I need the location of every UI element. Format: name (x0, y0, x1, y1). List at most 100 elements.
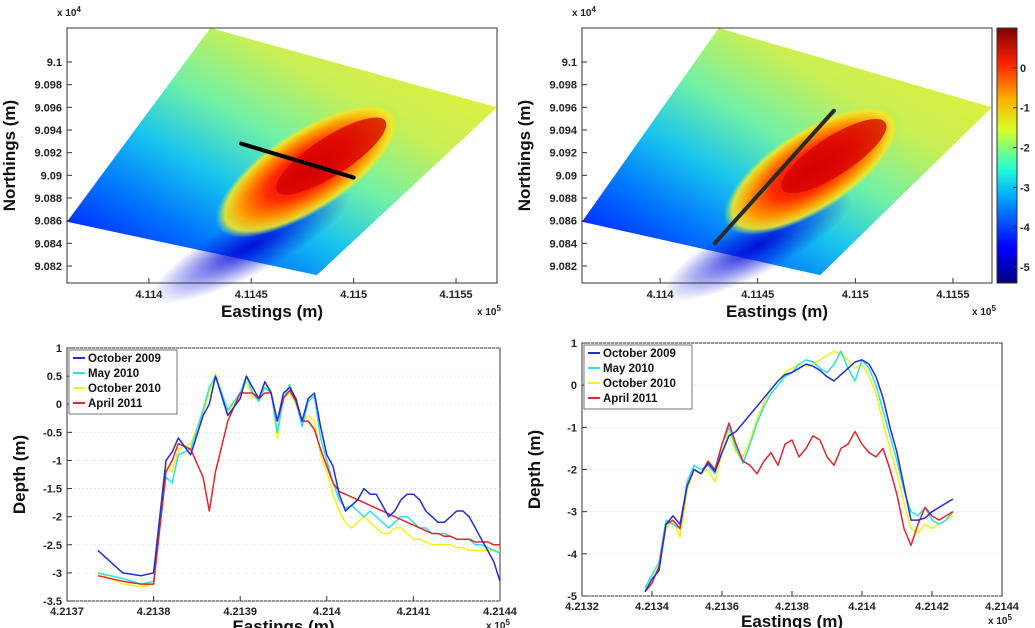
y-tick-label: 9.084 (549, 238, 577, 250)
x-axis-label: Eastings (m) (741, 612, 843, 628)
x-tick-label: 4.2144 (483, 606, 518, 618)
y-tick-label: 0 (571, 380, 577, 392)
axes-box (66, 27, 498, 284)
x-tick-label: 4.2134 (635, 601, 670, 613)
series-line-may-2010 (97, 375, 501, 585)
y-tick-label: 9.092 (34, 148, 62, 160)
legend-entry: October 2009 (603, 348, 676, 360)
x-tick-label: 4.2142 (915, 601, 949, 613)
y-tick-label: 9.088 (549, 193, 577, 205)
y-tick-label: 9.094 (34, 125, 62, 137)
x-exponent: x 105 (972, 304, 996, 318)
x-tick-label: 4.115 (842, 289, 869, 301)
y-tick-label: -3 (52, 568, 62, 580)
y-tick-label: 0.5 (47, 371, 62, 383)
y-tick-label: 9.082 (34, 261, 62, 273)
x-exponent: x 105 (486, 618, 510, 628)
series-line-april-2011 (97, 389, 500, 585)
y-tick-label: 9.086 (549, 216, 577, 228)
x-tick-label: 4.2139 (223, 606, 257, 618)
x-tick-label: 4.2144 (985, 601, 1020, 613)
x-tick-label: 4.2132 (565, 601, 599, 613)
bar-crest (781, 118, 887, 194)
x-tick-label: 4.2138 (137, 606, 171, 618)
x-tick-label: 4.115 (340, 289, 367, 301)
y-tick-label: 9.096 (549, 102, 577, 114)
y-tick-label: -1 (567, 422, 577, 434)
x-tick-label: 4.1145 (235, 289, 268, 301)
y-tick-label: -4 (567, 549, 578, 561)
y-tick-label: 1 (56, 343, 62, 355)
series-line-october-2009 (97, 375, 501, 582)
x-tick-label: 4.2141 (397, 606, 431, 618)
colorbar-tick-label: -4 (1020, 222, 1031, 234)
y-axis-label: Northings (m) (515, 100, 534, 211)
x-axis-label: Eastings (m) (232, 617, 334, 628)
y-axis-label: Depth (m) (10, 435, 29, 514)
series-line-october-2010 (97, 372, 500, 588)
legend-entry: October 2009 (88, 353, 161, 365)
y-tick-label: -1 (52, 455, 62, 467)
colorbar-tick-label: -2 (1020, 143, 1030, 155)
legend-entry: April 2011 (603, 393, 658, 405)
y-tick-label: 1 (571, 338, 577, 350)
y-tick-label: -2 (567, 465, 577, 477)
y-exponent: x 104 (572, 5, 596, 19)
x-tick-label: 4.2137 (50, 606, 84, 618)
x-exponent: x 105 (988, 613, 1012, 627)
x-axis-label: Eastings (m) (221, 302, 323, 321)
y-axis-label: Northings (m) (0, 100, 19, 211)
series-line-may-2010 (644, 350, 954, 588)
y-tick-label: 9.1 (47, 57, 62, 69)
bar-crest (276, 117, 387, 195)
transect-line (712, 108, 836, 246)
y-tick-label: 9.096 (34, 102, 62, 114)
x-tick-label: 4.1145 (741, 289, 774, 301)
axes-box (581, 27, 993, 284)
x-exponent: x 105 (477, 304, 501, 318)
colorbar-tick-label: -1 (1020, 103, 1030, 115)
y-tick-label: -3 (567, 507, 577, 519)
y-tick-label: 9.09 (556, 170, 577, 182)
y-tick-label: 9.082 (549, 261, 577, 273)
y-tick-label: -5 (567, 591, 577, 603)
x-tick-label: 4.2136 (705, 601, 739, 613)
colorbar-tick-label: -5 (1020, 262, 1030, 274)
colorbar (996, 27, 1018, 284)
x-tick-label: 4.2138 (775, 601, 809, 613)
legend-entry: October 2010 (603, 378, 676, 390)
y-tick-label: 9.086 (34, 216, 62, 228)
y-tick-label: 0 (56, 399, 62, 411)
y-tick-label: 9.1 (562, 57, 577, 69)
profile-panel-left: 1 0.5 0 -0.5 -1 -1.5 -2 -2.5 -3 -3.54.2137 4.2138 4… (10, 343, 518, 628)
x-tick-label: 4.1155 (936, 289, 969, 301)
x-tick-label: 4.214 (313, 606, 341, 618)
map-panel-right: 4.114 4.1145 4.115 4.1155 9.1 9.098 9.096 9.094… (515, 5, 1031, 321)
y-tick-label: -2 (52, 512, 62, 524)
x-tick-label: 4.114 (647, 289, 675, 301)
x-tick-label: 4.1155 (440, 289, 473, 301)
profile-panel-right: 1 0 -1 -2 -3 -4 -54.2132 4.2134 4.2136 4.2138 4.21… (525, 338, 1020, 628)
x-tick-label: 4.214 (848, 601, 876, 613)
y-tick-label: 9.098 (549, 80, 577, 92)
y-axis-label: Depth (m) (525, 430, 544, 509)
transect-line (239, 141, 356, 180)
y-tick-label: 9.088 (34, 193, 62, 205)
y-tick-label: 9.09 (41, 170, 62, 182)
legend-entry: October 2010 (88, 383, 161, 395)
map-panel-left: 4.114 4.1145 4.115 4.1155 9.1 9.098 9.096 9.094… (0, 5, 501, 321)
y-tick-label: -2.5 (43, 540, 62, 552)
legend-entry: May 2010 (88, 368, 139, 380)
legend-entry: April 2011 (88, 398, 143, 410)
series-line-october-2009 (644, 359, 954, 593)
y-tick-label: -1.5 (43, 484, 62, 496)
y-tick-label: -0.5 (43, 427, 62, 439)
x-tick-label: 4.114 (135, 289, 163, 301)
legend-box (583, 344, 693, 410)
y-tick-label: 9.098 (34, 80, 62, 92)
y-tick-label: -3.5 (43, 596, 62, 608)
colorbar-tick-label: -3 (1020, 182, 1030, 194)
x-axis-label: Eastings (m) (726, 302, 828, 321)
legend-box (68, 349, 178, 415)
